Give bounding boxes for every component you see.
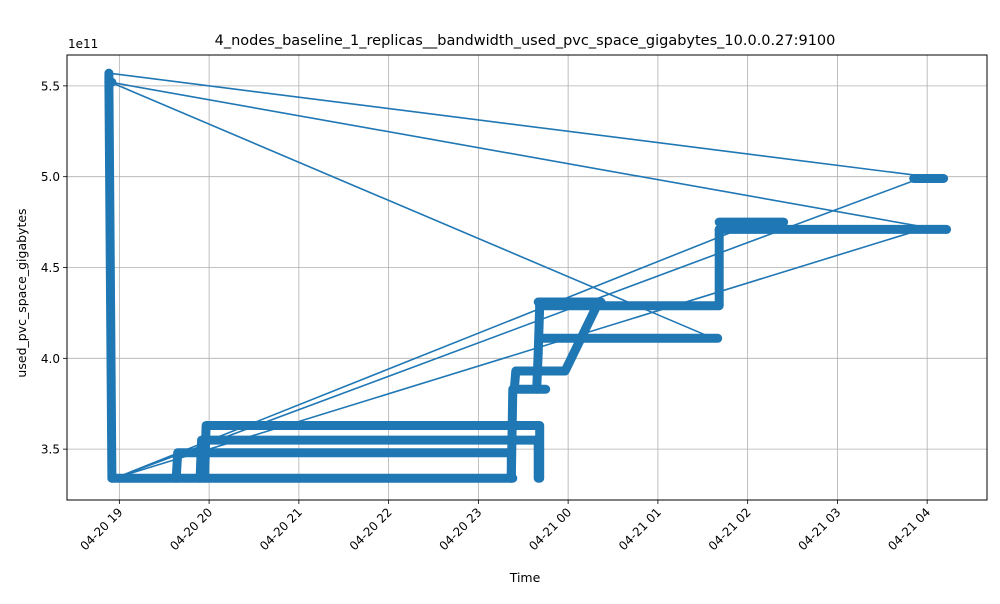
- y-tick-label: 4.5: [41, 261, 60, 275]
- data-point: [533, 348, 543, 358]
- connector-line: [114, 83, 719, 341]
- series-segment: [535, 224, 724, 311]
- y-axis-label: used_pvc_space_gigabytes: [14, 208, 29, 377]
- x-tick-label: 04-21 03: [795, 505, 843, 553]
- data-point: [107, 77, 117, 87]
- x-tick-label: 04-20 23: [436, 505, 484, 553]
- data-point: [104, 68, 114, 78]
- x-tick-label: 04-21 02: [706, 505, 754, 553]
- plot-area-frame: [66, 54, 988, 501]
- x-tick-label: 04-20 19: [77, 505, 125, 553]
- connector-line: [110, 81, 928, 229]
- series-segment: [532, 301, 545, 394]
- x-tick-label: 04-20 20: [167, 505, 215, 553]
- y-tick-label: 3.5: [41, 443, 60, 457]
- connector-line: [108, 72, 928, 178]
- y-offset-label: 1e11: [68, 37, 98, 51]
- data-series: [104, 68, 952, 483]
- y-tick-label: 5.0: [41, 170, 60, 184]
- y-tick-label: 5.5: [41, 79, 60, 93]
- x-axis-label: Time: [509, 570, 541, 585]
- series-segment: [509, 304, 600, 394]
- series-segment: [195, 435, 543, 483]
- connector-line: [114, 177, 920, 479]
- x-tick-label: 04-21 00: [526, 505, 574, 553]
- x-tick-label: 04-21 04: [885, 505, 933, 553]
- x-tick-label: 04-20 22: [347, 505, 395, 553]
- x-tick-label: 04-20 21: [257, 505, 305, 553]
- x-tick-label: 04-21 01: [616, 505, 664, 553]
- series-segment: [104, 70, 117, 483]
- y-tick-label: 4.0: [41, 352, 60, 366]
- series-segment: [200, 421, 545, 483]
- chart-title: 4_nodes_baseline_1_replicas__bandwidth_u…: [215, 33, 836, 49]
